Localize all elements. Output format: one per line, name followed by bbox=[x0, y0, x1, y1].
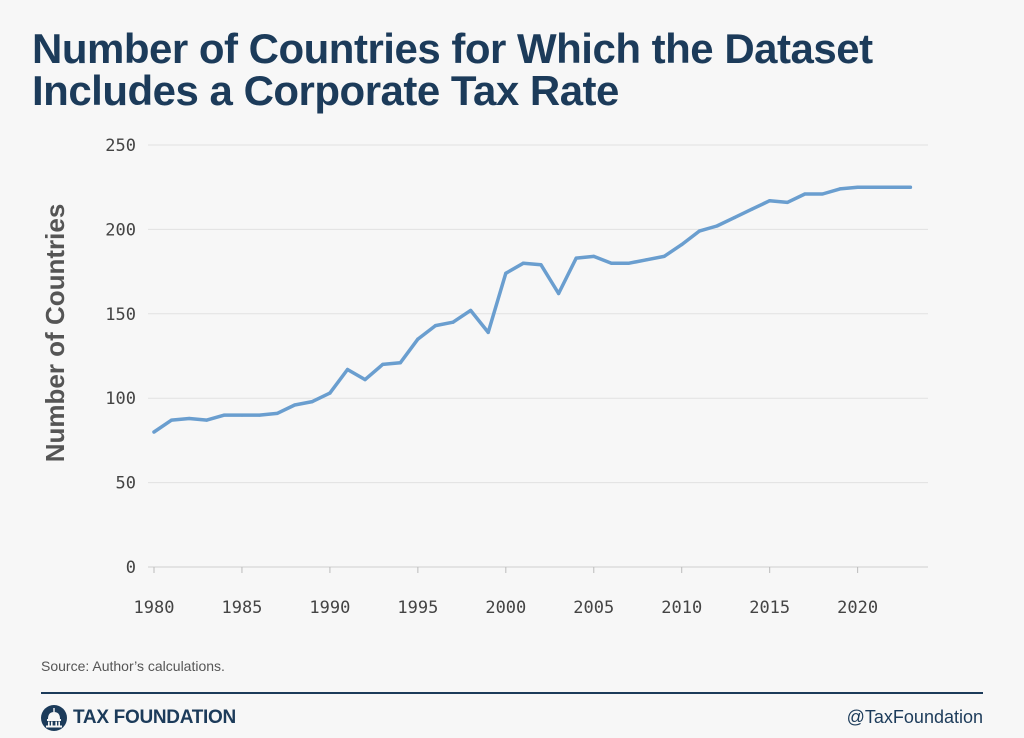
gridlines bbox=[148, 144, 928, 573]
data-point-2010 bbox=[680, 242, 684, 247]
data-point-1983 bbox=[205, 418, 209, 422]
data-point-2015 bbox=[768, 199, 772, 203]
x-tick-label: 2020 bbox=[837, 598, 878, 618]
data-point-1995 bbox=[416, 337, 420, 341]
y-tick-label: 100 bbox=[105, 389, 136, 409]
data-point-1986 bbox=[257, 413, 262, 417]
data-point-2011 bbox=[697, 229, 701, 233]
data-point-2023 bbox=[908, 185, 913, 189]
data-point-2007 bbox=[627, 261, 631, 265]
x-tick-label: 2010 bbox=[661, 598, 702, 618]
data-point-2016 bbox=[785, 200, 789, 204]
data-point-1982 bbox=[187, 416, 191, 421]
data-point-1981 bbox=[169, 418, 174, 422]
data-point-1994 bbox=[398, 361, 402, 365]
data-point-1997 bbox=[451, 320, 455, 324]
x-tick-label: 2000 bbox=[485, 598, 526, 618]
y-tick-label: 150 bbox=[105, 305, 136, 325]
data-point-2022 bbox=[891, 185, 895, 189]
data-point-1992 bbox=[363, 378, 367, 382]
data-point-2001 bbox=[521, 261, 526, 265]
data-point-1999 bbox=[486, 330, 490, 334]
data-point-2004 bbox=[574, 256, 578, 260]
data-point-2008 bbox=[644, 258, 649, 262]
data-point-1987 bbox=[275, 411, 279, 415]
footer-divider bbox=[41, 692, 983, 694]
y-tick-label: 250 bbox=[105, 136, 136, 156]
data-point-2017 bbox=[803, 192, 807, 196]
data-point-1990 bbox=[328, 391, 332, 395]
data-point-2012 bbox=[715, 224, 719, 228]
data-point-2019 bbox=[838, 187, 842, 191]
data-point-2013 bbox=[732, 215, 737, 220]
data-point-1985 bbox=[240, 413, 244, 417]
data-point-2003 bbox=[556, 291, 561, 296]
y-tick-label: 200 bbox=[105, 220, 136, 240]
data-point-2009 bbox=[662, 254, 666, 259]
brand-name: TAX FOUNDATION bbox=[73, 707, 236, 728]
data-point-2006 bbox=[609, 261, 613, 265]
x-tick-label: 2005 bbox=[573, 598, 614, 618]
tax-foundation-logo[interactable]: TAX FOUNDATION bbox=[41, 705, 236, 731]
series-line bbox=[152, 185, 913, 434]
data-point-1980 bbox=[152, 430, 156, 434]
data-point-2014 bbox=[750, 207, 754, 211]
data-point-1993 bbox=[381, 362, 385, 367]
x-tick-label: 1985 bbox=[221, 598, 262, 618]
data-point-2000 bbox=[504, 271, 508, 275]
y-axis-label: Number of Countries bbox=[40, 204, 70, 463]
twitter-handle[interactable]: @TaxFoundation bbox=[846, 707, 983, 727]
y-tick-label: 0 bbox=[126, 558, 136, 578]
data-point-2020 bbox=[856, 185, 860, 189]
capitol-dome-icon bbox=[41, 705, 67, 731]
x-tick-label: 1980 bbox=[134, 598, 175, 618]
data-point-1998 bbox=[469, 308, 473, 313]
data-points bbox=[152, 185, 913, 434]
source-note: Source: Author’s calculations. bbox=[41, 658, 225, 674]
chart-title: Number of Countries for Which the Datase… bbox=[32, 25, 873, 114]
x-tick-label: 1995 bbox=[397, 598, 438, 618]
data-point-2005 bbox=[592, 254, 596, 259]
data-point-2021 bbox=[873, 185, 877, 189]
data-point-1984 bbox=[222, 413, 226, 417]
data-point-2002 bbox=[539, 263, 543, 267]
data-point-2018 bbox=[820, 192, 825, 196]
x-tick-labels: 1980 1985 1990 1995 2000 2005 2010 2015 2020 bbox=[134, 598, 879, 618]
x-tick-label: 2015 bbox=[749, 598, 790, 618]
data-point-1989 bbox=[310, 399, 314, 404]
data-point-1991 bbox=[345, 367, 350, 372]
data-point-1996 bbox=[433, 324, 438, 328]
y-tick-labels: 0 50 100 150 200 250 bbox=[105, 136, 136, 578]
data-point-1988 bbox=[293, 403, 297, 407]
x-tick-label: 1990 bbox=[309, 598, 350, 618]
y-tick-label: 50 bbox=[116, 474, 136, 494]
